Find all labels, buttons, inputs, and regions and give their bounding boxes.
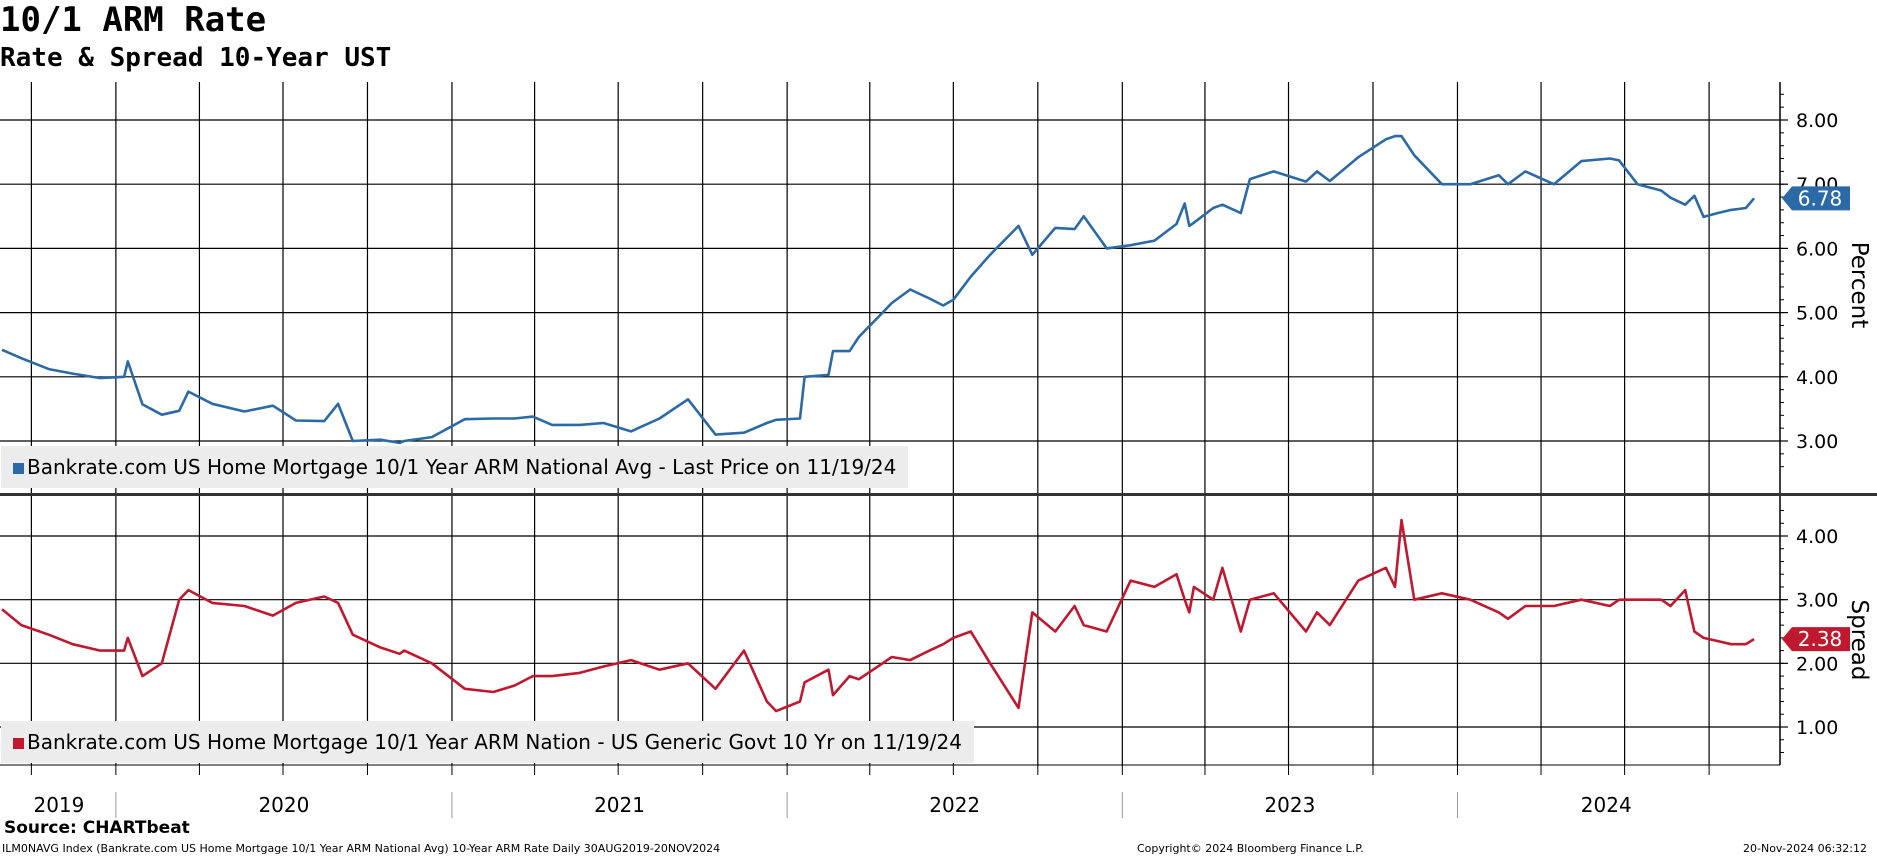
spread-legend-swatch xyxy=(13,738,24,749)
panel-separator xyxy=(0,493,1877,496)
footer-copyright: Copyright© 2024 Bloomberg Finance L.P. xyxy=(1137,842,1364,855)
rate-series-line xyxy=(1,134,1756,445)
rate-last-value: 6.78 xyxy=(1798,186,1843,210)
spread-last-value: 2.38 xyxy=(1798,627,1843,651)
source-note: Source: CHARTbeat xyxy=(4,818,190,838)
x-year-label: 2019 xyxy=(33,793,84,817)
footer-index: ILM0NAVG Index (Bankrate.com US Home Mor… xyxy=(2,842,721,855)
x-year-label: 2022 xyxy=(929,793,980,817)
rate-legend-label: Bankrate.com US Home Mortgage 10/1 Year … xyxy=(27,455,897,479)
rate-legend: Bankrate.com US Home Mortgage 10/1 Year … xyxy=(1,446,909,488)
series-lines xyxy=(1,134,1756,713)
spread-axis-label: Spread xyxy=(1846,600,1872,681)
y-tick-label: 4.00 xyxy=(1796,367,1838,389)
rate-legend-swatch xyxy=(13,463,24,474)
rate-axis-label: Percent xyxy=(1846,242,1872,329)
chart-subtitle: Rate & Spread 10-Year UST xyxy=(0,43,392,73)
spread-legend: Bankrate.com US Home Mortgage 10/1 Year … xyxy=(1,721,974,763)
y-tick-label: 2.00 xyxy=(1796,653,1838,675)
grid-lines xyxy=(0,82,1780,765)
y-tick-label: 1.00 xyxy=(1796,717,1838,739)
y-tick-label: 4.00 xyxy=(1796,526,1838,548)
x-year-label: 2021 xyxy=(594,793,645,817)
spread-last-value-tag xyxy=(1782,627,1850,652)
x-year-label: 2020 xyxy=(258,793,309,817)
spread-legend-label: Bankrate.com US Home Mortgage 10/1 Year … xyxy=(27,730,962,754)
x-year-label: 2023 xyxy=(1264,793,1315,817)
x-year-label: 2024 xyxy=(1581,793,1632,817)
rate-last-value-tag xyxy=(1782,186,1850,211)
y-tick-label: 5.00 xyxy=(1796,303,1838,325)
y-tick-label: 6.00 xyxy=(1796,238,1838,260)
axes: 3.004.005.006.007.008.00Percent6.781.002… xyxy=(0,82,1877,818)
y-tick-label: 3.00 xyxy=(1796,590,1838,612)
spread-series-line xyxy=(1,518,1755,713)
y-tick-label: 8.00 xyxy=(1796,110,1838,132)
y-tick-label: 3.00 xyxy=(1796,431,1838,453)
chart-title: 10/1 ARM Rate xyxy=(0,0,267,40)
footer-timestamp: 20-Nov-2024 06:32:12 xyxy=(1743,842,1868,855)
